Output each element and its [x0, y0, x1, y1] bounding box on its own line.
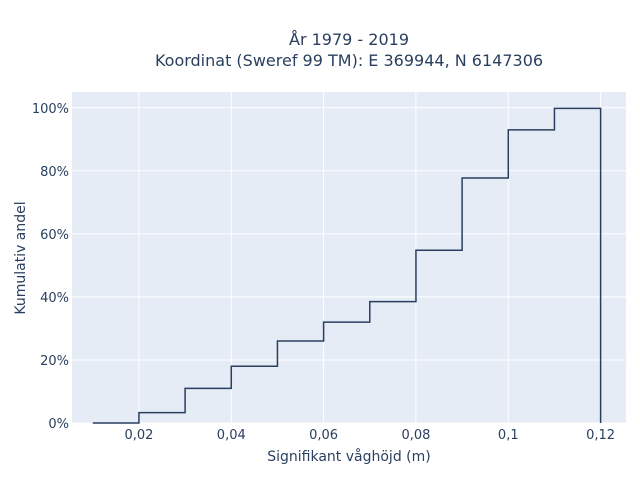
y-tick-label: 20%: [40, 354, 69, 369]
chart-title-line1: År 1979 - 2019: [289, 30, 409, 49]
x-tick-label: 0,06: [309, 428, 338, 443]
y-tick-label: 60%: [40, 228, 69, 243]
x-axis-ticks: 0,02 0,04 0,06 0,08 0,1 0,12: [124, 428, 615, 443]
series-step-line: [92, 107, 602, 424]
x-tick-label: 0,08: [401, 428, 430, 443]
chart-title-line2: Koordinat (Sweref 99 TM): E 369944, N 61…: [155, 51, 543, 70]
y-tick-label: 40%: [40, 291, 69, 306]
y-axis-label: Kumulativ andel: [13, 201, 29, 314]
plot-area: [72, 92, 626, 423]
series-group: [92, 107, 602, 424]
x-tick-label: 0,04: [217, 428, 246, 443]
x-tick-label: 0,12: [586, 428, 615, 443]
y-axis-ticks: 0% 20% 40% 60% 80% 100%: [32, 102, 69, 432]
y-tick-label: 100%: [32, 102, 69, 117]
y-tick-label: 0%: [48, 417, 69, 432]
y-tick-label: 80%: [40, 165, 69, 180]
x-tick-label: 0,02: [124, 428, 153, 443]
x-tick-label: 0,1: [498, 428, 519, 443]
x-axis-label: Signifikant våghöjd (m): [267, 448, 430, 465]
